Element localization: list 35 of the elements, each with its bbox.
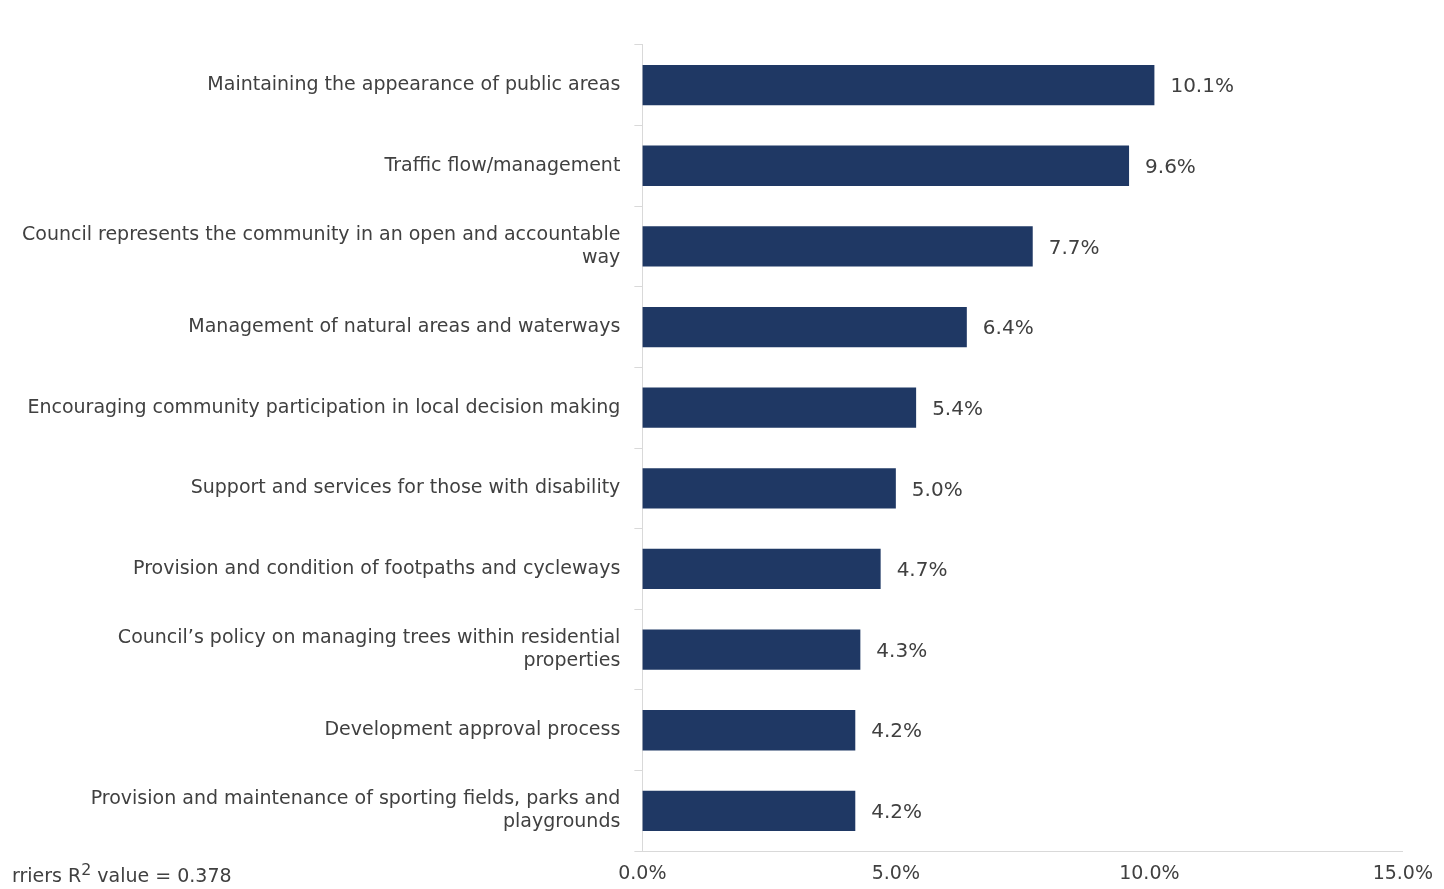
bar [642, 548, 881, 590]
y-tick-label: Maintaining the appearance of public areas [207, 72, 621, 95]
x-tick-label: 5.0% [871, 860, 920, 883]
y-tick-label: Council’s policy on managing trees within residential properties [117, 625, 621, 670]
data-label: 10.1% [1170, 73, 1234, 98]
data-label: 6.4% [982, 315, 1034, 340]
y-tick-label: Management of natural areas and waterways [188, 313, 621, 336]
x-tick-label: 15.0% [1372, 860, 1433, 883]
bar [642, 306, 967, 348]
y-tick-label: Support and services for those with disability [190, 475, 621, 498]
data-label: 7.7% [1048, 234, 1100, 259]
data-label: 4.2% [871, 718, 923, 743]
text: rriers R$^{2}$ value = 0.378 [12, 859, 232, 886]
data-label: 5.4% [932, 395, 983, 420]
x-tick-label: 10.0% [1119, 860, 1180, 883]
y-tick-label: Provision and condition of footpaths and cycleways [133, 555, 621, 578]
bar [642, 64, 1155, 106]
y-tick-label: Encouraging community participation in local decision making [27, 394, 621, 417]
bar [642, 226, 1033, 267]
data-label: 5.0% [911, 476, 963, 501]
data-label: 9.6% [1145, 153, 1196, 178]
data-label: 4.7% [896, 557, 948, 582]
bar [642, 790, 856, 832]
bar [642, 387, 917, 428]
data-label: 4.2% [871, 799, 923, 824]
bar [642, 710, 856, 751]
x-tick-label: 0.0% [618, 860, 667, 883]
bar [642, 468, 896, 509]
bar [642, 629, 861, 670]
bar [642, 145, 1130, 186]
y-tick-label: Provision and maintenance of sporting fields, parks and playgrounds [90, 786, 621, 832]
y-tick-label: Traffic flow/management [383, 152, 621, 175]
y-tick-label: Development approval process [324, 717, 621, 740]
data-label: 4.3% [876, 637, 928, 662]
y-tick-label: Council represents the community in an open and accountable way [21, 221, 621, 267]
